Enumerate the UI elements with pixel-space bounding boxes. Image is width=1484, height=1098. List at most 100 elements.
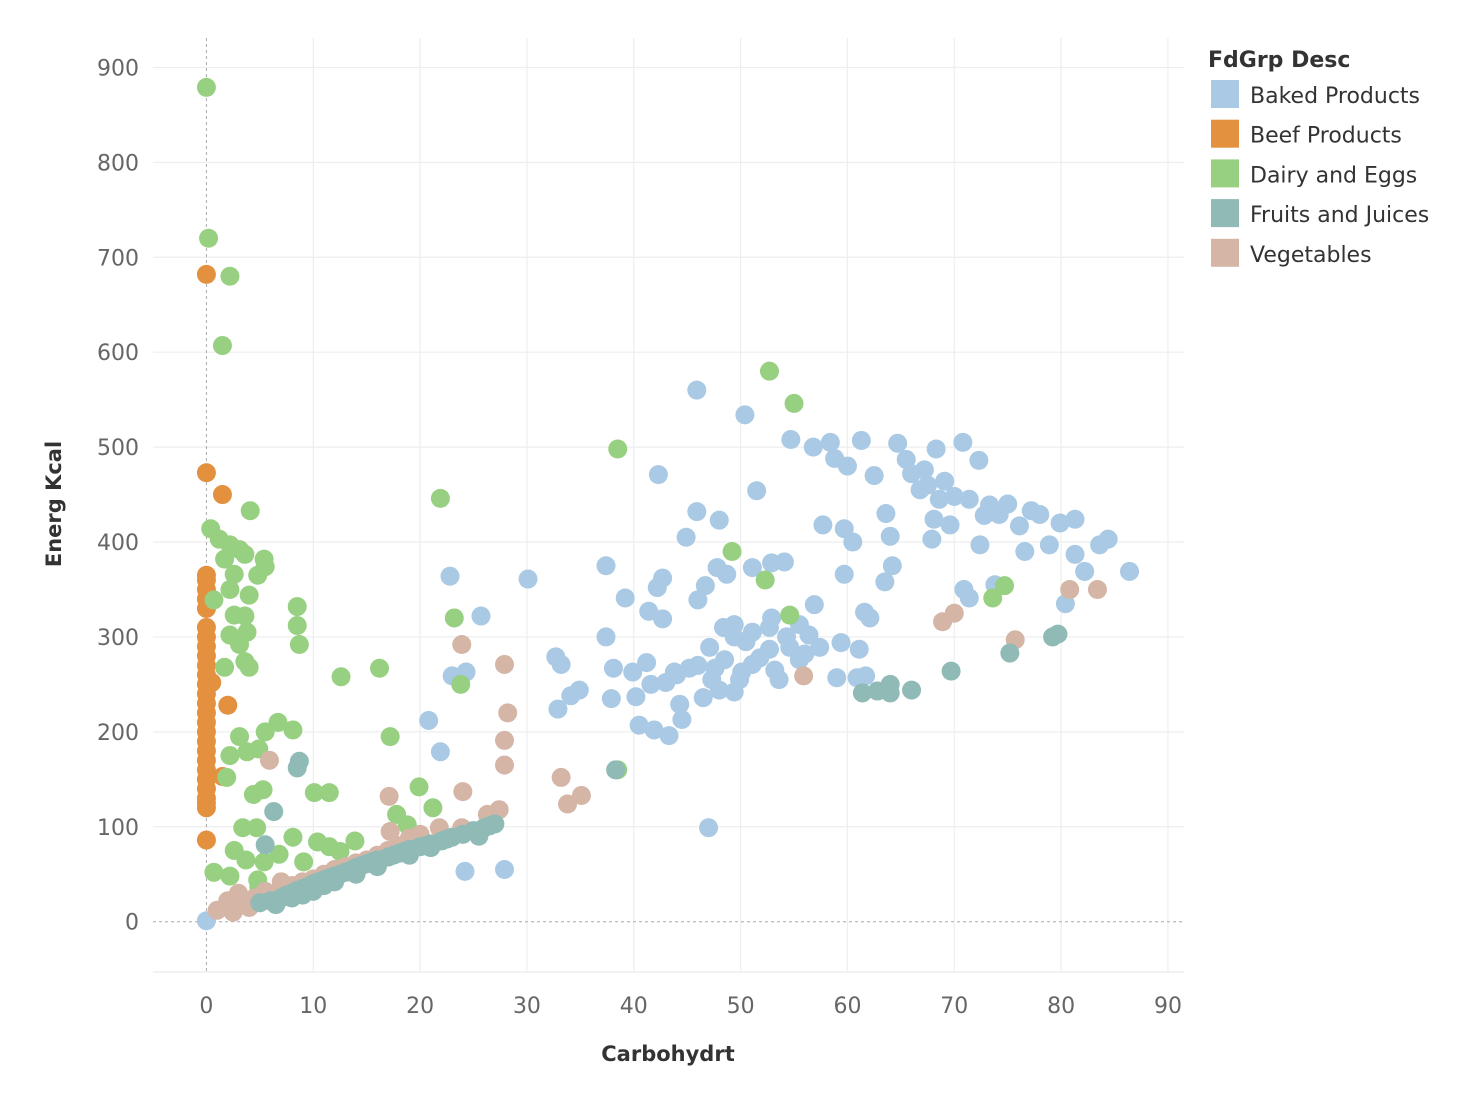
point-baked-products — [875, 572, 895, 592]
point-dairy-and-eggs — [235, 652, 255, 672]
point-baked-products — [940, 515, 960, 535]
point-baked-products — [795, 644, 815, 664]
point-dairy-and-eggs — [235, 544, 255, 564]
point-dairy-and-eggs — [304, 783, 324, 803]
point-vegetables — [551, 767, 571, 787]
point-fruits-and-juices — [399, 845, 419, 865]
y-axis-title: Energ Kcal — [42, 441, 66, 567]
point-baked-products — [804, 595, 824, 615]
point-fruits-and-juices — [902, 680, 922, 700]
point-dairy-and-eggs — [409, 777, 429, 797]
point-baked-products — [548, 699, 568, 719]
point-dairy-and-eggs — [430, 488, 450, 508]
point-baked-products — [910, 480, 930, 500]
point-dairy-and-eggs — [380, 727, 400, 747]
point-baked-products — [970, 535, 990, 555]
point-baked-products — [1050, 513, 1070, 533]
point-vegetables — [495, 654, 515, 674]
point-dairy-and-eggs — [220, 579, 240, 599]
point-vegetables — [218, 891, 238, 911]
point-baked-products — [926, 439, 946, 459]
point-baked-products — [882, 556, 902, 576]
legend-title: FdGrp Desc — [1208, 48, 1350, 73]
point-baked-products — [551, 654, 571, 674]
point-vegetables — [452, 635, 472, 655]
point-baked-products — [1065, 509, 1085, 529]
point-baked-products — [762, 608, 782, 628]
legend-swatch-beef-products — [1211, 119, 1239, 148]
point-dairy-and-eggs — [369, 658, 389, 678]
point-baked-products — [969, 450, 989, 470]
point-baked-products — [922, 529, 942, 549]
point-beef-products — [196, 565, 216, 585]
point-baked-products — [518, 569, 538, 589]
y-tick-label: 700 — [97, 246, 139, 271]
point-baked-products — [827, 668, 847, 688]
point-vegetables — [571, 785, 591, 805]
point-dairy-and-eggs — [215, 657, 235, 677]
point-baked-products — [998, 494, 1018, 514]
point-dairy-and-eggs — [230, 635, 250, 655]
point-baked-products — [1075, 561, 1095, 581]
point-baked-products — [732, 662, 752, 682]
x-axis-ticks: 0 10 20 30 40 50 60 70 80 90 — [199, 994, 1182, 1019]
point-baked-products — [1039, 535, 1059, 555]
point-beef-products — [212, 485, 232, 505]
point-vegetables — [453, 782, 473, 802]
point-baked-products — [644, 720, 664, 740]
point-baked-products — [843, 532, 863, 552]
point-baked-products — [735, 405, 755, 425]
point-baked-products — [430, 742, 450, 762]
point-dairy-and-eggs — [759, 361, 779, 381]
x-tick-label: 20 — [406, 994, 434, 1019]
point-baked-products — [676, 527, 696, 547]
point-baked-products — [601, 689, 621, 709]
point-fruits-and-juices — [1000, 643, 1020, 663]
point-baked-products — [647, 578, 667, 598]
point-vegetables — [1087, 579, 1107, 599]
point-baked-products — [596, 627, 616, 647]
point-baked-products — [736, 632, 756, 652]
point-fruits-and-juices — [346, 864, 366, 884]
point-dairy-and-eggs — [248, 565, 268, 585]
point-dairy-and-eggs — [215, 549, 235, 569]
point-dairy-and-eggs — [247, 818, 267, 838]
point-baked-products — [455, 861, 475, 881]
point-fruits-and-juices — [266, 895, 286, 915]
point-dairy-and-eggs — [780, 605, 800, 625]
legend: FdGrp Desc Baked Products Beef Products Da… — [1208, 48, 1429, 268]
point-baked-products — [803, 437, 823, 457]
point-dairy-and-eggs — [283, 827, 303, 847]
point-dairy-and-eggs — [239, 585, 259, 605]
point-fruits-and-juices — [469, 826, 489, 846]
point-vegetables — [944, 603, 964, 623]
point-dairy-and-eggs — [233, 818, 253, 838]
point-baked-products — [1021, 501, 1041, 521]
point-baked-products — [924, 509, 944, 529]
point-baked-products — [799, 625, 819, 645]
point-baked-products — [687, 502, 707, 522]
x-tick-label: 80 — [1047, 994, 1075, 1019]
x-tick-label: 30 — [513, 994, 541, 1019]
point-dairy-and-eggs — [220, 866, 240, 886]
point-baked-products — [944, 486, 964, 506]
point-baked-products — [774, 552, 794, 572]
point-dairy-and-eggs — [217, 767, 237, 787]
point-baked-products — [834, 564, 854, 584]
point-vegetables — [380, 822, 400, 842]
y-tick-label: 400 — [97, 531, 139, 556]
point-baked-products — [688, 655, 708, 675]
point-dairy-and-eggs — [204, 862, 224, 882]
point-dairy-and-eggs — [230, 727, 250, 747]
point-dairy-and-eggs — [345, 831, 365, 851]
point-baked-products — [742, 558, 762, 578]
point-baked-products — [849, 639, 869, 659]
point-dairy-and-eggs — [287, 616, 307, 636]
point-baked-products — [1120, 561, 1140, 581]
point-dairy-and-eggs — [995, 576, 1015, 596]
point-baked-products — [639, 601, 659, 621]
x-tick-label: 0 — [199, 994, 213, 1019]
point-dairy-and-eggs — [269, 844, 289, 864]
y-tick-label: 0 — [125, 911, 139, 936]
point-dairy-and-eggs — [204, 590, 224, 610]
